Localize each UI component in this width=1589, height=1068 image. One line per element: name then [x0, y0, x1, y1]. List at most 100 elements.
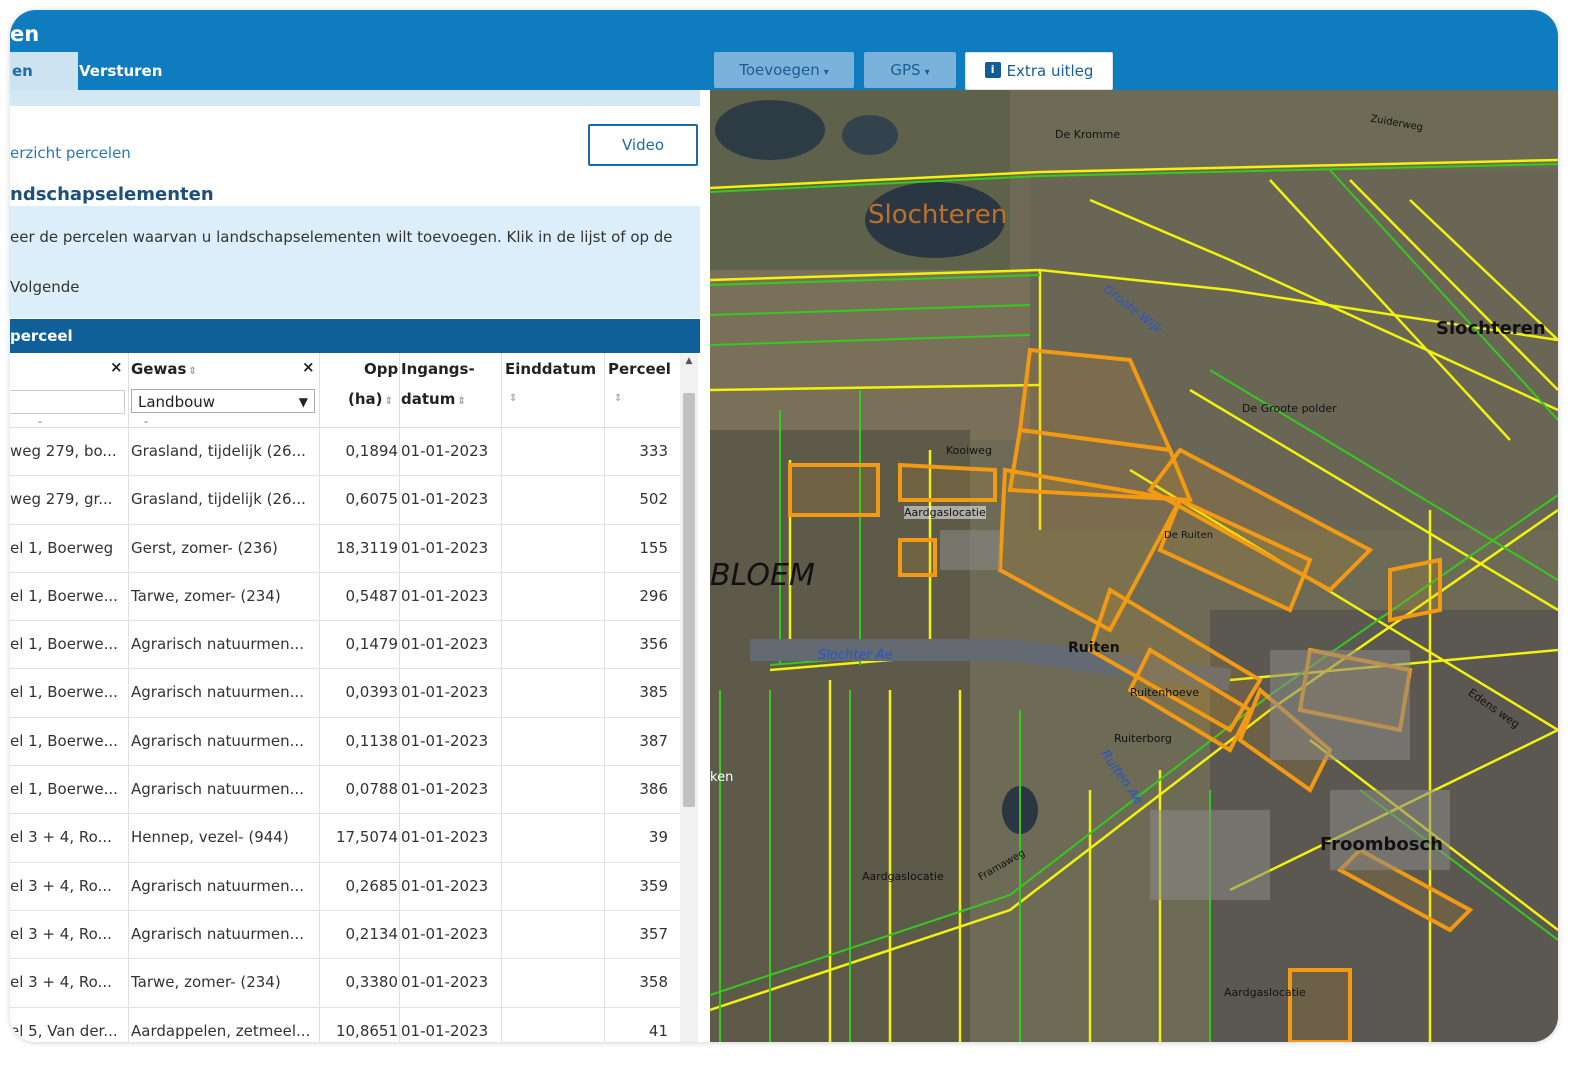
table-row[interactable]: el 1, Boerweg Gerst, zomer- (236) 18,3119 0…	[10, 525, 680, 573]
tab-active[interactable]: en	[10, 52, 78, 90]
cell-perceel: 41	[648, 1021, 668, 1040]
cell-perceel: 356	[639, 635, 668, 654]
sort-icon: ⇕	[188, 366, 197, 377]
column-header-ingangsdatum-2[interactable]: datum ⇕	[401, 390, 466, 408]
cell-ingangsdatum: 01-01-2023	[401, 924, 489, 943]
column-header-ingangsdatum[interactable]: Ingangs-	[401, 360, 475, 378]
sort-icon: ⇕	[457, 396, 466, 407]
instruction-text: eer de percelen waarvan u landschapselem…	[10, 228, 673, 246]
sort-icon: ⇕	[384, 396, 393, 407]
table-scrollbar[interactable]: ▲	[680, 353, 698, 1042]
gewas-filter-value: Landbouw	[138, 393, 216, 411]
tab-versturen[interactable]: Versturen	[79, 62, 163, 80]
cell-gewas: Grasland, tijdelijk (26...	[131, 490, 306, 509]
cell-address: el 3 + 4, Ro...	[10, 973, 112, 992]
parcel-selected[interactable]	[1288, 968, 1352, 1042]
map-label-slochter-ae: Slochter Ae	[818, 648, 893, 663]
caret-down-icon: ▾	[924, 67, 930, 78]
sort-icon[interactable]: ⇕	[614, 393, 623, 404]
map-label-kooiweg: Kooiweg	[946, 444, 992, 457]
table-row[interactable]: el 5, Van der... Aardappelen, zetmeel... 1…	[10, 1008, 680, 1042]
cell-ingangsdatum: 01-01-2023	[401, 683, 489, 702]
cell-oppervlakte: 0,0393	[345, 683, 399, 702]
map-label-ruiterborg: Ruiterborg	[1114, 732, 1172, 745]
cell-oppervlakte: 0,6075	[345, 490, 399, 509]
table-row[interactable]: weg 279, bo... Grasland, tijdelijk (26...…	[10, 428, 680, 477]
parcel-selected[interactable]	[1087, 587, 1263, 733]
filter-placeholder: -	[38, 415, 42, 428]
cell-perceel: 155	[639, 538, 668, 557]
table-title: perceel	[10, 319, 700, 353]
scroll-up-icon[interactable]: ▲	[685, 356, 693, 366]
section-title: ndschapselementen	[10, 184, 214, 205]
tab-strip	[10, 90, 700, 106]
video-button[interactable]: Video	[588, 124, 698, 166]
gps-dropdown-button[interactable]: GPS ▾	[864, 52, 956, 88]
cell-address: el 5, Van der...	[10, 1021, 118, 1040]
header-bar: en en Versturen Toevoegen ▾ GPS ▾ i Extra u…	[10, 10, 1558, 90]
clear-filter-icon[interactable]: ×	[110, 358, 123, 376]
parcel-selected[interactable]	[898, 462, 997, 502]
address-filter-input[interactable]	[10, 390, 125, 414]
map-label-ruitenhoeve: Ruitenhoeve	[1130, 686, 1199, 699]
canal	[750, 639, 1232, 691]
parcel-selected[interactable]	[788, 463, 880, 517]
scroll-thumb[interactable]	[683, 393, 695, 807]
table-row[interactable]: el 3 + 4, Ro... Tarwe, zomer- (234) 0,3380…	[10, 959, 680, 1008]
table-row[interactable]: el 1, Boerwe... Agrarisch natuurmen... 0,0…	[10, 669, 680, 718]
field-boundaries-green	[710, 163, 1558, 1042]
column-divider	[319, 353, 320, 1042]
parcel-selected[interactable]	[1157, 497, 1313, 613]
aerial-map[interactable]	[710, 90, 1558, 1042]
map-area-fields	[710, 270, 1040, 440]
column-header-perceel[interactable]: Perceel	[608, 360, 671, 378]
column-header-einddatum[interactable]: Einddatum	[505, 360, 597, 378]
info-icon: i	[984, 61, 1001, 78]
sort-icon[interactable]: ⇕	[509, 393, 518, 404]
table-row[interactable]: el 1, Boerwe... Tarwe, zomer- (234) 0,5487…	[10, 573, 680, 622]
table-row[interactable]: el 3 + 4, Ro... Agrarisch natuurmen... 0,2…	[10, 911, 680, 960]
cell-address: el 1, Boerwe...	[10, 635, 118, 654]
table-row[interactable]: el 1, Boerwe... Agrarisch natuurmen... 0,1…	[10, 621, 680, 670]
column-header-opp-unit[interactable]: (ha) ⇕	[348, 390, 393, 408]
cell-address: el 1, Boerwe...	[10, 586, 118, 605]
parcel-selected[interactable]	[997, 467, 1184, 633]
cell-perceel: 359	[639, 876, 668, 895]
table-row[interactable]: el 1, Boerwe... Agrarisch natuurmen... 0,1…	[10, 718, 680, 767]
clear-filter-icon[interactable]: ×	[302, 358, 315, 376]
table-row[interactable]: weg 279, gr... Grasland, tijdelijk (26...…	[10, 476, 680, 525]
parcel-selected[interactable]	[1147, 447, 1374, 593]
table-row[interactable]: el 1, Boerwe... Agrarisch natuurmen... 0,0…	[10, 766, 680, 815]
breadcrumb-link[interactable]: erzicht percelen	[10, 144, 131, 162]
toevoegen-dropdown-button[interactable]: Toevoegen ▾	[714, 52, 854, 88]
cell-ingangsdatum: 01-01-2023	[401, 490, 489, 509]
column-divider	[128, 353, 129, 1042]
caret-down-icon: ▾	[823, 67, 829, 78]
cell-gewas: Tarwe, zomer- (234)	[131, 973, 281, 992]
table-row[interactable]: el 3 + 4, Ro... Agrarisch natuurmen... 0,2…	[10, 863, 680, 911]
parcel-selected[interactable]	[1127, 647, 1253, 753]
cell-perceel: 385	[639, 683, 668, 702]
column-header-gewas[interactable]: Gewas ⇕	[131, 360, 197, 378]
cell-perceel: 357	[639, 924, 668, 943]
table-row[interactable]: el 3 + 4, Ro... Hennep, vezel- (944) 17,50…	[10, 814, 680, 863]
column-divider	[604, 353, 605, 1042]
cell-ingangsdatum: 01-01-2023	[401, 876, 489, 895]
map-water	[842, 115, 898, 155]
map-view[interactable]: De Kromme Slochteren Groote Wijk Slochte…	[710, 90, 1558, 1042]
extra-uitleg-button[interactable]: i Extra uitleg	[965, 52, 1113, 90]
filter-placeholder: -	[144, 415, 148, 428]
cell-gewas: Tarwe, zomer- (234)	[131, 586, 281, 605]
cell-perceel: 502	[639, 490, 668, 509]
cell-gewas: Agrarisch natuurmen...	[131, 731, 304, 750]
table-header: × Gewas ⇕ × Opp (ha) ⇕ Ingangs- datum ⇕ Ein…	[10, 353, 680, 428]
column-header-opp[interactable]: Opp	[364, 360, 399, 378]
cell-address: weg 279, bo...	[10, 442, 117, 460]
datum-label: datum	[401, 390, 456, 408]
parcel-selected[interactable]	[1388, 557, 1442, 623]
gewas-filter-select[interactable]: Landbouw ▼	[131, 389, 315, 413]
map-label-aardgaslocatie-3: Aardgaslocatie	[1224, 986, 1306, 999]
gewas-header-label: Gewas	[131, 360, 187, 378]
cell-oppervlakte: 0,1138	[345, 731, 399, 750]
parcel-selected[interactable]	[898, 538, 937, 577]
